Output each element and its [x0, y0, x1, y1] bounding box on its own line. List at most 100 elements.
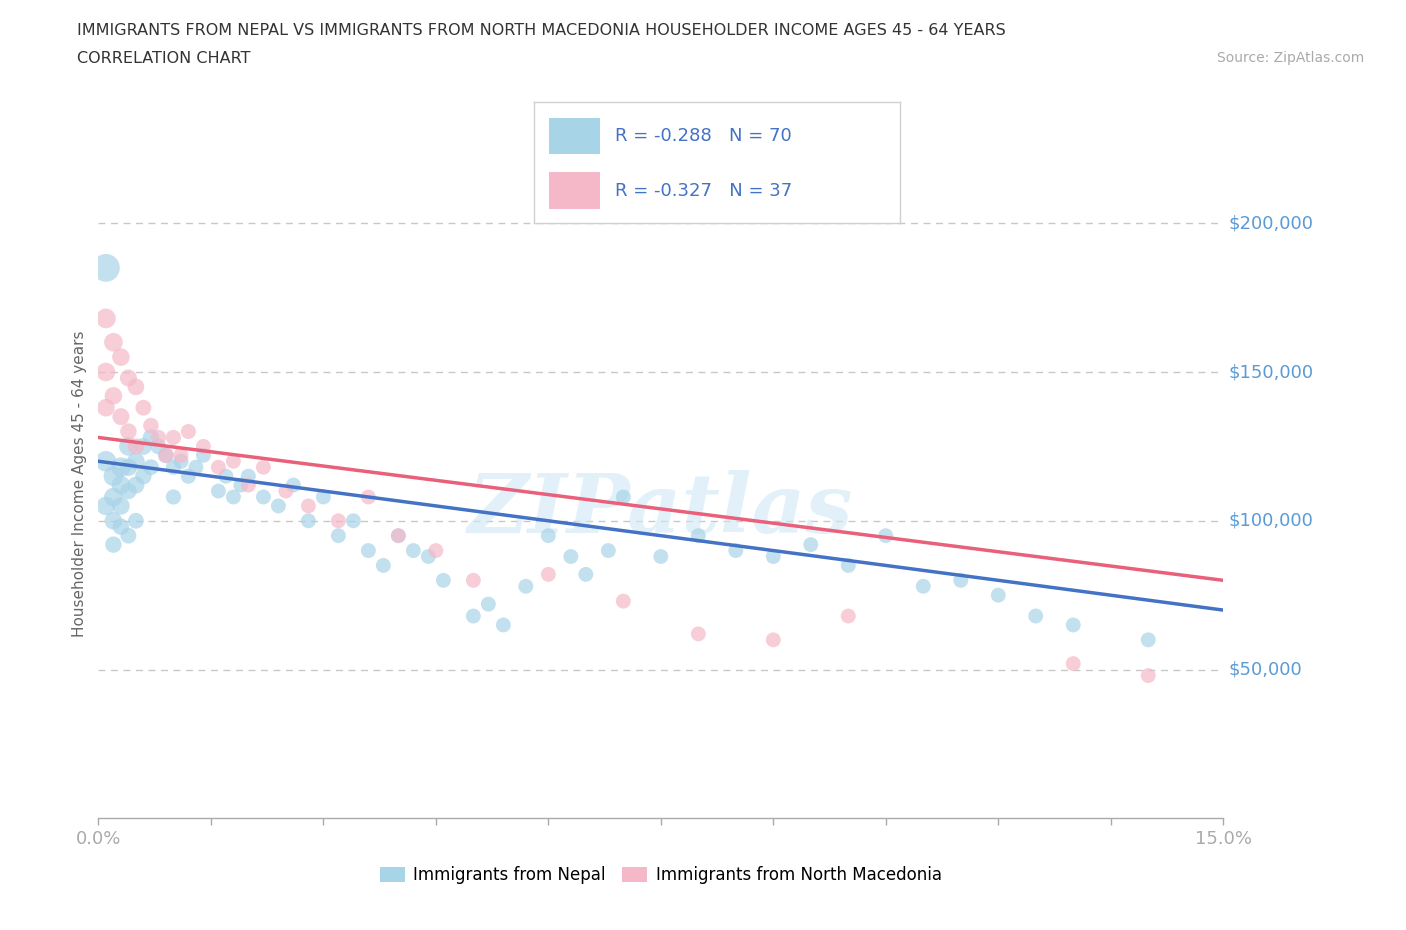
- Point: [125, 478, 148, 493]
- Point: [125, 454, 148, 469]
- Point: [432, 573, 454, 588]
- Point: [207, 484, 229, 498]
- Point: [139, 459, 162, 474]
- Point: [837, 608, 859, 623]
- Point: [184, 459, 207, 474]
- Point: [492, 618, 515, 632]
- Point: [110, 519, 132, 534]
- Point: [125, 379, 148, 394]
- Point: [762, 632, 785, 647]
- Point: [215, 469, 238, 484]
- Point: [650, 549, 672, 564]
- Point: [402, 543, 425, 558]
- Point: [312, 489, 335, 504]
- Point: [238, 478, 260, 493]
- Point: [724, 543, 747, 558]
- Point: [463, 608, 485, 623]
- Point: [387, 528, 409, 543]
- Point: [252, 489, 274, 504]
- Point: [132, 439, 155, 454]
- Point: [94, 498, 117, 513]
- Point: [117, 528, 139, 543]
- Point: [94, 311, 117, 325]
- Point: [560, 549, 582, 564]
- Point: [328, 513, 350, 528]
- Point: [110, 478, 132, 493]
- Text: $50,000: $50,000: [1229, 660, 1302, 679]
- Point: [688, 627, 710, 642]
- Point: [949, 573, 972, 588]
- Text: $150,000: $150,000: [1229, 363, 1315, 381]
- Point: [274, 484, 297, 498]
- Point: [463, 573, 485, 588]
- Point: [170, 448, 193, 463]
- Point: [297, 513, 319, 528]
- Point: [193, 439, 215, 454]
- Point: [425, 543, 447, 558]
- Point: [117, 459, 139, 474]
- Point: [110, 350, 132, 365]
- Point: [117, 424, 139, 439]
- Point: [103, 538, 125, 552]
- Point: [373, 558, 395, 573]
- Text: CORRELATION CHART: CORRELATION CHART: [77, 51, 250, 66]
- Point: [357, 489, 380, 504]
- Point: [162, 430, 184, 445]
- Point: [132, 400, 155, 415]
- Point: [139, 430, 162, 445]
- Point: [387, 528, 409, 543]
- Point: [477, 597, 499, 612]
- Point: [612, 593, 634, 608]
- Point: [222, 454, 245, 469]
- Point: [800, 538, 823, 552]
- Point: [103, 469, 125, 484]
- Point: [1137, 668, 1160, 683]
- Point: [537, 567, 560, 582]
- Point: [1025, 608, 1047, 623]
- Point: [297, 498, 319, 513]
- Legend: Immigrants from Nepal, Immigrants from North Macedonia: Immigrants from Nepal, Immigrants from N…: [373, 859, 949, 890]
- Point: [155, 448, 177, 463]
- Point: [207, 459, 229, 474]
- Point: [762, 549, 785, 564]
- Point: [125, 513, 148, 528]
- Point: [94, 260, 117, 275]
- Text: Source: ZipAtlas.com: Source: ZipAtlas.com: [1216, 51, 1364, 65]
- Point: [229, 478, 252, 493]
- Point: [267, 498, 290, 513]
- Point: [117, 370, 139, 385]
- Point: [139, 418, 162, 433]
- Point: [177, 469, 200, 484]
- Point: [1062, 657, 1084, 671]
- Point: [987, 588, 1010, 603]
- Point: [94, 454, 117, 469]
- Point: [110, 498, 132, 513]
- Point: [177, 424, 200, 439]
- Point: [515, 578, 537, 593]
- Point: [103, 335, 125, 350]
- Point: [222, 489, 245, 504]
- Point: [875, 528, 897, 543]
- Point: [837, 558, 859, 573]
- Text: R = -0.327   N = 37: R = -0.327 N = 37: [614, 181, 792, 200]
- Point: [612, 489, 634, 504]
- Text: IMMIGRANTS FROM NEPAL VS IMMIGRANTS FROM NORTH MACEDONIA HOUSEHOLDER INCOME AGES: IMMIGRANTS FROM NEPAL VS IMMIGRANTS FROM…: [77, 23, 1007, 38]
- Point: [148, 439, 170, 454]
- Y-axis label: Householder Income Ages 45 - 64 years: Householder Income Ages 45 - 64 years: [72, 330, 87, 637]
- FancyBboxPatch shape: [548, 172, 600, 208]
- Point: [94, 400, 117, 415]
- Point: [1062, 618, 1084, 632]
- Point: [162, 459, 184, 474]
- Point: [342, 513, 364, 528]
- Point: [575, 567, 598, 582]
- Point: [110, 459, 132, 474]
- Text: $200,000: $200,000: [1229, 214, 1313, 232]
- Point: [103, 489, 125, 504]
- Point: [170, 454, 193, 469]
- Point: [688, 528, 710, 543]
- Point: [117, 484, 139, 498]
- Point: [537, 528, 560, 543]
- Point: [117, 439, 139, 454]
- Text: ZIPatlas: ZIPatlas: [468, 471, 853, 551]
- Point: [238, 469, 260, 484]
